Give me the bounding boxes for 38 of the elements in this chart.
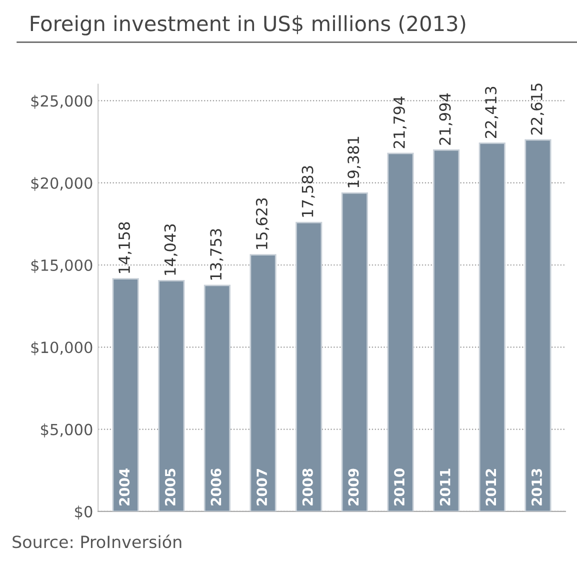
y-tick-label: $0	[75, 506, 92, 520]
bar	[204, 284, 231, 512]
y-tick-label: $15,000	[31, 259, 92, 274]
data-label: 22,615	[530, 84, 544, 135]
x-tick-label: 2011	[440, 468, 450, 506]
x-tick-label: 2009	[348, 468, 359, 506]
bar	[524, 139, 552, 512]
y-tick-label: $20,000	[31, 177, 92, 191]
y-tick-label: $25,000	[31, 94, 92, 109]
x-tick-label: 2008	[302, 468, 313, 506]
bar	[250, 254, 276, 512]
bar	[387, 152, 414, 512]
data-label: 14,043	[164, 224, 178, 275]
data-label: 21,794	[393, 96, 406, 148]
x-tick-label: 2012	[486, 469, 496, 506]
data-label: 14,158	[118, 222, 132, 273]
x-tick-label: 2005	[164, 468, 176, 506]
data-label: 19,381	[348, 136, 361, 188]
y-tick-label: $10,000	[31, 341, 92, 356]
y-tick-label: $5,000	[41, 423, 92, 438]
chart-title: Foreign investment in US$ millions (2013)	[30, 15, 466, 36]
bar	[433, 149, 460, 512]
data-label: 22,413	[485, 86, 498, 138]
x-tick-label: 2013	[531, 468, 542, 506]
x-tick-label: 2004	[119, 468, 130, 506]
bar	[112, 278, 139, 512]
data-label: 21,994	[439, 93, 452, 145]
bar	[158, 280, 185, 512]
bar	[341, 192, 368, 512]
data-label: 15,623	[256, 198, 270, 249]
bar	[478, 142, 506, 512]
x-tick-label: 2010	[394, 468, 405, 506]
data-label: 13,753	[210, 229, 224, 280]
x-tick-label: 2006	[210, 468, 222, 506]
source-note: Source: ProInversión	[12, 534, 182, 548]
data-label: 17,583	[302, 166, 315, 217]
x-tick-label: 2007	[256, 468, 268, 506]
bar	[296, 222, 322, 512]
